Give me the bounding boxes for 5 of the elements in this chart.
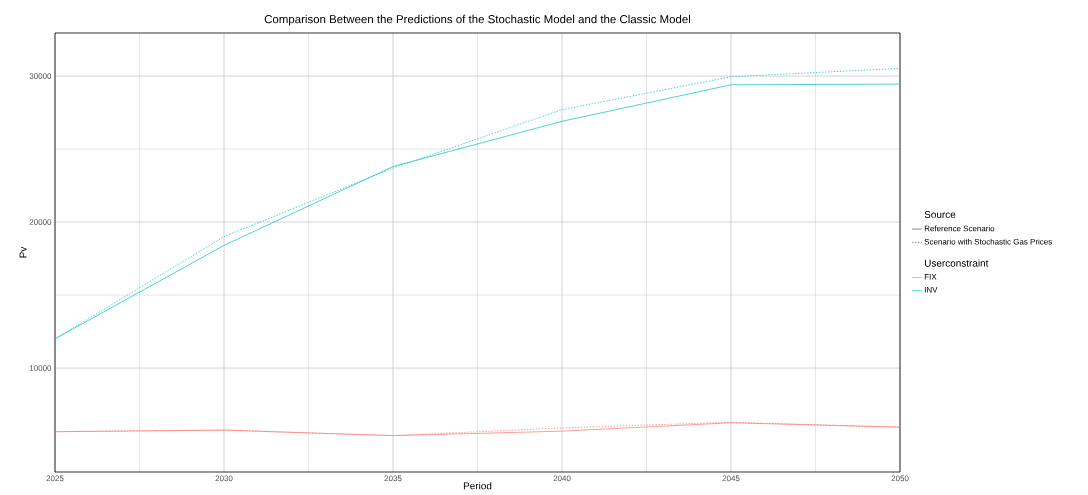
legend-title: Userconstraint xyxy=(924,259,989,267)
x-axis-title: Period xyxy=(463,482,492,490)
text: Source xyxy=(924,210,956,219)
y-axis-title: Pv xyxy=(19,246,27,258)
chart-title: Comparison Between the Predictions of the Stochastic Model and the Classic Model xyxy=(264,14,691,26)
